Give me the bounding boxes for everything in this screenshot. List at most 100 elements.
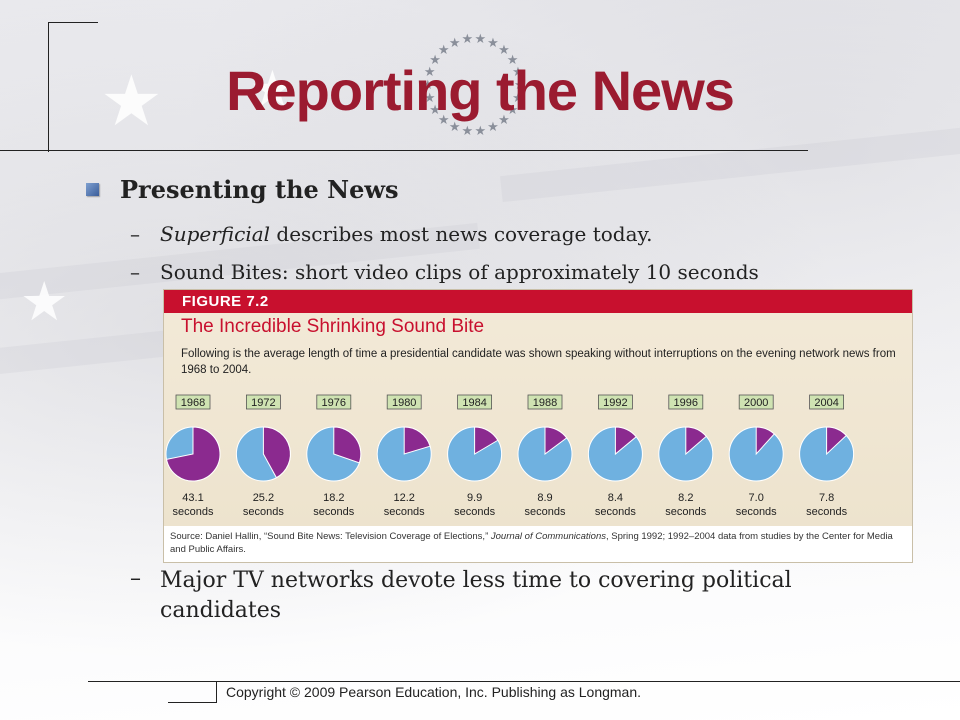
source-journal: Journal of Communications: [490, 531, 606, 542]
ring-star-icon: ★: [429, 102, 441, 118]
value-label: 7.8: [819, 492, 834, 504]
source-text: Source: Daniel Hallin, “Sound Bite News:…: [170, 531, 491, 542]
dash-marker: –: [130, 260, 140, 284]
ring-star-icon: ★: [506, 102, 519, 118]
pie-sound-bite-slice: [826, 426, 847, 456]
ring-star-icon: ★: [423, 65, 436, 81]
figure-source: Source: Daniel Hallin, “Sound Bite News:…: [164, 526, 912, 562]
value-label: 8.9: [537, 492, 552, 504]
slide-title: Reporting the News: [226, 59, 735, 122]
year-box: [527, 394, 563, 410]
pie-sound-bite-slice: [544, 426, 568, 455]
ring-star-icon: ★: [448, 119, 461, 135]
sub-bullet-tv-networks: – Major TV networks devote less time to …: [130, 566, 900, 626]
year-box: [738, 394, 774, 410]
year-box: [386, 394, 422, 410]
unit-label: seconds: [595, 506, 636, 518]
pie-sound-bite-slice: [165, 426, 221, 482]
year-label: 1988: [533, 397, 557, 409]
ring-star-icon: ★: [498, 43, 510, 59]
ring-star-icon: ★: [437, 43, 450, 59]
ring-star-icon: ★: [422, 78, 434, 93]
title-underline: [0, 150, 808, 151]
ring-star-icon: ★: [474, 123, 487, 139]
footer-rule: [88, 681, 960, 682]
unit-label: seconds: [173, 506, 214, 518]
unit-label: seconds: [384, 506, 425, 518]
figure-title: The Incredible Shrinking Sound Bite: [181, 316, 485, 337]
year-label: 1968: [181, 397, 205, 409]
year-box: [597, 394, 633, 410]
year-label: 1992: [603, 397, 627, 409]
year-box: [246, 394, 281, 410]
ring-star-icon: ★: [474, 32, 487, 48]
year-label: 2004: [814, 397, 838, 409]
figure-7-2: 1968 43.1 seconds 1972 25.2 seconds 1976 18.2 se…: [163, 289, 913, 563]
ring-star-icon: ★: [512, 65, 524, 81]
sub-bullet-superficial: – Superficial describes most news coverag…: [130, 222, 653, 246]
year-box: [175, 394, 211, 410]
year-box: [668, 394, 704, 410]
unit-label: seconds: [665, 506, 706, 518]
ring-star-icon: ★: [448, 36, 461, 52]
ring-star-icon: ★: [423, 90, 436, 106]
flag-star-icon: ★: [20, 270, 69, 333]
year-label: 1996: [674, 397, 698, 409]
sub-bullet-text: describes most news coverage today.: [270, 222, 653, 246]
bullet-heading: Presenting the News: [120, 175, 399, 204]
dash-marker: –: [130, 222, 140, 246]
ring-star-icon: ★: [461, 123, 474, 139]
value-label: 9.9: [467, 492, 482, 504]
ring-star-icon: ★: [461, 32, 474, 48]
figure-description: Following is the average length of time …: [181, 348, 896, 376]
year-label: 1972: [251, 397, 275, 409]
year-label: 2000: [744, 397, 768, 409]
unit-label: seconds: [525, 506, 566, 518]
footer-frame: [168, 681, 217, 703]
sub-bullet-text: Sound Bites: short video clips of approx…: [160, 260, 759, 284]
ring-star-icon: ★: [498, 112, 510, 128]
corner-frame-line: [48, 22, 98, 23]
value-label: 8.4: [608, 492, 623, 504]
unit-label: seconds: [806, 506, 847, 518]
year-label: 1976: [322, 397, 346, 409]
source-text-end: , Spring 1992; 1992–2004 data from studi…: [170, 531, 893, 555]
year-box: [457, 394, 493, 410]
ring-star-icon: ★: [514, 78, 526, 93]
unit-label: seconds: [313, 506, 354, 518]
bullet-square-icon: [86, 183, 99, 196]
year-label: 1980: [392, 397, 416, 409]
pie-sound-bite-slice: [333, 426, 362, 464]
value-label: 18.2: [323, 492, 344, 504]
value-label: 12.2: [393, 492, 414, 504]
pie-sound-bite-slice: [262, 426, 291, 479]
unit-label: seconds: [454, 506, 495, 518]
ring-star-icon: ★: [429, 53, 441, 69]
corner-frame-line: [48, 22, 49, 152]
ring-star-icon: ★: [506, 53, 519, 69]
ring-star-icon: ★: [487, 119, 499, 135]
year-box: [809, 394, 844, 410]
superficial-term: Superficial: [160, 222, 271, 246]
unit-label: seconds: [243, 506, 284, 518]
pie-sound-bite-slice: [685, 426, 707, 456]
pie-sound-bite-slice: [474, 426, 499, 455]
pie-sound-bite-slice: [403, 426, 431, 455]
flag-star-icon: ★: [100, 60, 163, 142]
star-ring-logo: ★ ★ ★ ★ ★ ★ ★ ★ ★ ★ ★ ★ ★ ★ ★ ★ ★ ★ ★ ★ ★ ★: [422, 32, 526, 139]
year-box: [316, 394, 352, 410]
value-label: 25.2: [253, 492, 274, 504]
pie-sound-bite-slice: [614, 426, 637, 456]
unit-label: seconds: [736, 506, 777, 518]
sound-bite-pie-chart: 1968 43.1 seconds 1972 25.2 seconds 1976 18.2 se…: [165, 394, 855, 518]
flag-star-icon: ★: [250, 60, 295, 118]
copyright-footer: Copyright © 2009 Pearson Education, Inc.…: [226, 684, 642, 700]
sub-bullet-sound-bites: – Sound Bites: short video clips of appro…: [130, 260, 759, 284]
dash-marker: –: [130, 566, 141, 591]
figure-label: FIGURE 7.2: [164, 290, 912, 313]
value-label: 7.0: [749, 492, 764, 504]
ring-star-icon: ★: [437, 112, 450, 128]
value-label: 43.1: [182, 492, 203, 504]
pie-sound-bite-slice: [755, 426, 775, 456]
year-label: 1984: [462, 397, 486, 409]
